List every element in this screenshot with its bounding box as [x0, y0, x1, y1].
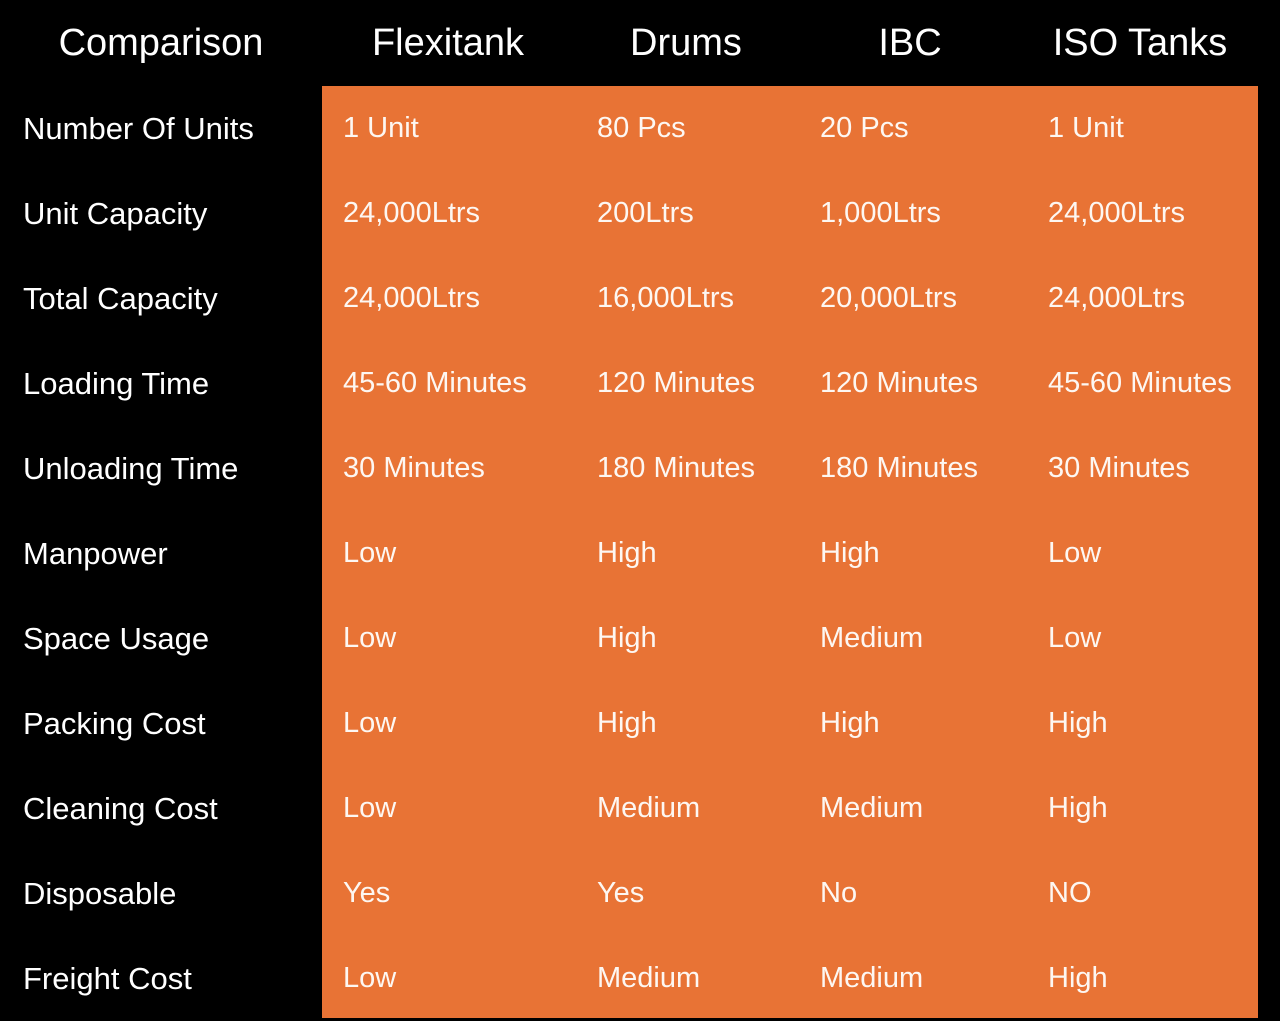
table-cell: 180 Minutes — [597, 452, 755, 484]
table-cell: Medium — [820, 792, 924, 824]
table-cell: 20 Pcs — [820, 112, 909, 144]
table-cell: Medium — [820, 622, 924, 654]
row-header-label: Space Usage — [0, 596, 322, 681]
table-cell: Yes — [597, 877, 645, 909]
table-cell: Low — [1048, 537, 1102, 569]
table-cell: High — [597, 537, 657, 569]
row-header-label: Number Of Units — [0, 86, 322, 171]
table-cell: 24,000Ltrs — [1048, 282, 1186, 314]
table-cell: Low — [343, 622, 397, 654]
orange-data-panel — [322, 86, 1258, 1018]
table-cell: High — [1048, 792, 1108, 824]
row-header-label: Unloading Time — [0, 426, 322, 511]
table-cell: Medium — [597, 792, 701, 824]
table-row: Freight Cost Low Medium Medium High — [0, 936, 1280, 1021]
table-row: Loading Time 45-60 Minutes 120 Minutes 120 … — [0, 341, 1280, 426]
table-cell: Low — [343, 707, 397, 739]
table-cell: 1 Unit — [1048, 112, 1124, 144]
table-cell: Low — [343, 962, 397, 994]
table-cell: High — [1048, 962, 1108, 994]
table-cell: Medium — [820, 962, 924, 994]
table-cell: 120 Minutes — [597, 367, 755, 399]
table-row: Packing Cost Low High High High — [0, 681, 1280, 766]
table-cell: 24,000Ltrs — [1048, 197, 1186, 229]
table-cell: High — [1048, 707, 1108, 739]
table-cell: 1,000Ltrs — [820, 197, 941, 229]
table-cell: 24,000Ltrs — [343, 197, 481, 229]
row-header-label: Disposable — [0, 851, 322, 936]
table-cell: 30 Minutes — [1048, 452, 1190, 484]
table-row: Total Capacity 24,000Ltrs 16,000Ltrs 20,000… — [0, 256, 1280, 341]
row-header-label: Loading Time — [0, 341, 322, 426]
table-cell: 200Ltrs — [597, 197, 694, 229]
table-cell: 1 Unit — [343, 112, 419, 144]
table-cell: High — [820, 707, 880, 739]
table-cell: 24,000Ltrs — [343, 282, 481, 314]
row-header-label: Freight Cost — [0, 936, 322, 1021]
table-cell: Medium — [597, 962, 701, 994]
table-cell: 80 Pcs — [597, 112, 686, 144]
table-cell: Yes — [343, 877, 391, 909]
column-header-comparison: Comparison — [58, 22, 264, 64]
row-header-label: Total Capacity — [0, 256, 322, 341]
row-header-label: Cleaning Cost — [0, 766, 322, 851]
table-row: Disposable Yes Yes No NO — [0, 851, 1280, 936]
table-cell: 16,000Ltrs — [597, 282, 735, 314]
table-cell: 20,000Ltrs — [820, 282, 958, 314]
row-header-label: Unit Capacity — [0, 171, 322, 256]
table-cell: Low — [343, 537, 397, 569]
column-header-ibc: IBC — [878, 22, 942, 64]
column-header-flexitank: Flexitank — [371, 22, 525, 64]
table-row: Unit Capacity 24,000Ltrs 200Ltrs 1,000Ltrs 2… — [0, 171, 1280, 256]
table-row: Number Of Units 1 Unit 80 Pcs 20 Pcs 1 Unit — [0, 86, 1280, 171]
table-cell: Low — [1048, 622, 1102, 654]
table-cell: 45-60 Minutes — [1048, 367, 1232, 399]
table-cell: High — [820, 537, 880, 569]
table-cell: 180 Minutes — [820, 452, 978, 484]
table-cell: High — [597, 622, 657, 654]
table-row: Manpower Low High High Low — [0, 511, 1280, 596]
table-cell: 120 Minutes — [820, 367, 978, 399]
table-cell: 30 Minutes — [343, 452, 485, 484]
table-cell: High — [597, 707, 657, 739]
row-header-label: Manpower — [0, 511, 322, 596]
table-row: Cleaning Cost Low Medium Medium High — [0, 766, 1280, 851]
column-header-iso-tanks: ISO Tanks — [1052, 22, 1228, 64]
table-cell: Low — [343, 792, 397, 824]
table-cell: No — [820, 877, 858, 909]
table-cell: NO — [1048, 877, 1092, 909]
table-row: Unloading Time 30 Minutes 180 Minutes 180 M… — [0, 426, 1280, 511]
table-row: Space Usage Low High Medium Low — [0, 596, 1280, 681]
row-header-label: Packing Cost — [0, 681, 322, 766]
column-header-drums: Drums — [630, 22, 742, 64]
table-cell: 45-60 Minutes — [343, 367, 527, 399]
table-header-row: Comparison Flexitank Drums IBC ISO Tanks — [0, 0, 1280, 86]
